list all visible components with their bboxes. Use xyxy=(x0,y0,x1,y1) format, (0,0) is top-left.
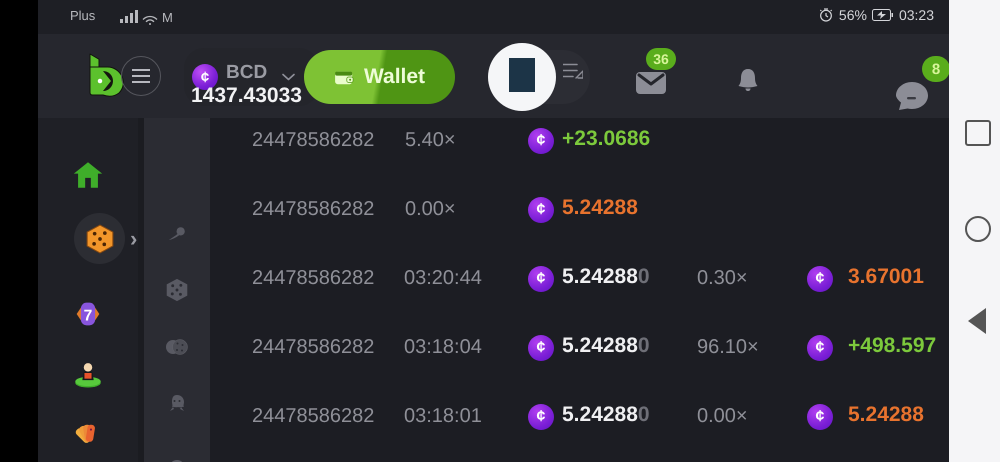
svg-text:M: M xyxy=(162,10,173,25)
svg-text:7: 7 xyxy=(84,308,93,325)
